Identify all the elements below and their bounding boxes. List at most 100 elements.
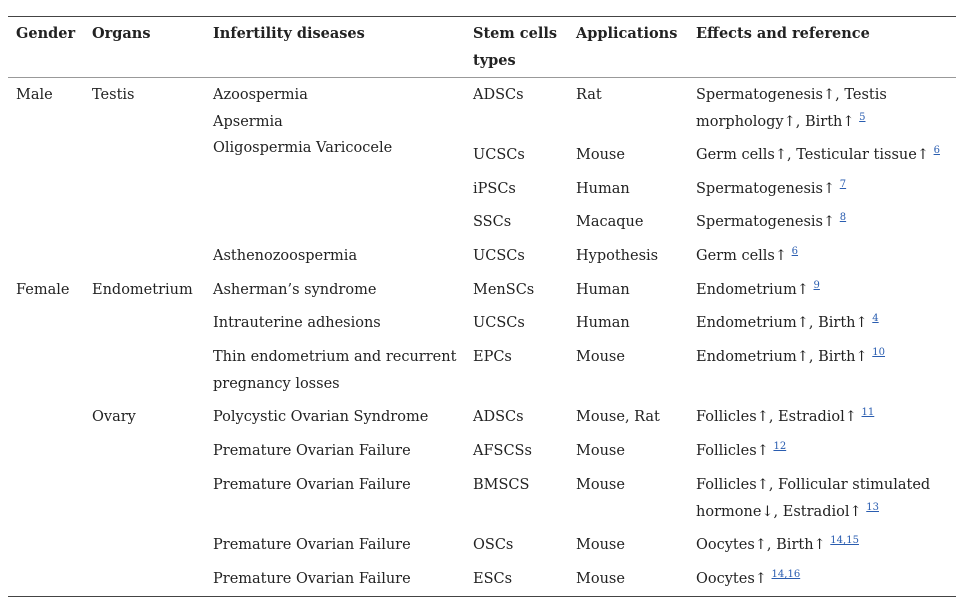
effect-cell: Oocytes↑ 14,16 xyxy=(696,566,952,593)
reference: 13 xyxy=(866,502,879,513)
effect-cell: Follicles↑, Estradiol↑ 11 xyxy=(696,404,952,431)
effect-text: Follicles↑, Estradiol↑ xyxy=(696,409,857,425)
effect-text: Oocytes↑ xyxy=(696,571,767,587)
table-cell: ADSCs xyxy=(473,409,524,425)
effect-text: Oocytes↑, Birth↑ xyxy=(696,537,826,553)
table-cell: Endometrium xyxy=(92,282,193,298)
table-cell: Mouse xyxy=(576,571,625,587)
table-cell: UCSCs xyxy=(473,315,525,331)
header-cell: Infertility diseases xyxy=(213,25,365,42)
effect-cell: Follicles↑, Follicular stimulated hormon… xyxy=(696,472,952,525)
effect-cell: Germ cells↑ 6 xyxy=(696,243,952,270)
effect-cell: Endometrium↑ 9 xyxy=(696,277,952,304)
effect-cell: Endometrium↑, Birth↑ 10 xyxy=(696,344,952,371)
reference-link[interactable]: 11 xyxy=(861,407,875,418)
table-cell: Hypothesis xyxy=(576,248,659,264)
reference: 7 xyxy=(840,179,846,190)
effect-cell: Spermatogenesis↑ 7 xyxy=(696,176,952,203)
table-cell: iPSCs xyxy=(473,181,516,197)
effect-cell: Follicles↑ 12 xyxy=(696,438,952,465)
header-rule xyxy=(8,77,956,78)
reference-link[interactable]: 14,16 xyxy=(771,569,801,580)
table-cell: Mouse xyxy=(576,537,625,553)
table-cell: Mouse xyxy=(576,147,625,163)
table-cell: Premature Ovarian Failure xyxy=(213,571,411,587)
reference-link[interactable]: 6 xyxy=(933,145,940,156)
reference-link[interactable]: 8 xyxy=(839,212,847,223)
effect-cell: Oocytes↑, Birth↑ 14,15 xyxy=(696,532,952,559)
effect-cell: Germ cells↑, Testicular tissue↑ 6 xyxy=(696,142,952,169)
effect-text: Germ cells↑, Testicular tissue↑ xyxy=(696,147,929,163)
table-cell: MenSCs xyxy=(473,282,535,298)
header-cell: Gender xyxy=(16,25,76,42)
table-cell: Rat xyxy=(576,87,602,103)
table-cell: Mouse xyxy=(576,443,625,459)
table-cell: Female xyxy=(16,282,70,298)
effect-cell: Spermatogenesis↑, Testis morphology↑, Bi… xyxy=(696,82,952,135)
effect-text: Spermatogenesis↑, Testis morphology↑, Bi… xyxy=(696,87,887,130)
table-cell: UCSCs xyxy=(473,147,525,163)
effect-text: Spermatogenesis↑ xyxy=(696,214,836,230)
effect-text: Endometrium↑ xyxy=(696,282,809,298)
table-cell: Human xyxy=(576,181,630,197)
table-cell: Mouse, Rat xyxy=(576,409,660,425)
reference: 10 xyxy=(872,347,885,358)
reference: 4 xyxy=(872,313,878,324)
table-cell: Asthenozoospermia xyxy=(213,248,358,264)
table-cell: Male xyxy=(16,87,53,103)
table-cell: Intrauterine adhesions xyxy=(213,315,381,331)
effect-text: Spermatogenesis↑ xyxy=(696,181,836,197)
effect-cell: Endometrium↑, Birth↑ 4 xyxy=(696,310,952,337)
table-cell: AFSCSs xyxy=(473,443,532,459)
table-cell: Ovary xyxy=(92,409,136,425)
table-cell: Premature Ovarian Failure xyxy=(213,477,411,493)
reference-link[interactable]: 7 xyxy=(839,179,847,190)
reference: 9 xyxy=(814,280,820,291)
reference-link[interactable]: 12 xyxy=(773,441,787,452)
effect-text: Follicles↑ xyxy=(696,443,769,459)
header-cell: Effects and reference xyxy=(696,25,870,42)
effect-cell: Spermatogenesis↑ 8 xyxy=(696,209,952,236)
table-cell: Mouse xyxy=(576,349,625,365)
reference: 14,15 xyxy=(830,535,859,546)
reference-link[interactable]: 10 xyxy=(872,347,886,358)
header-cell: Applications xyxy=(576,25,678,42)
reference: 6 xyxy=(934,145,940,156)
table-cell: Macaque xyxy=(576,214,644,230)
table-cell: Azoospermia Apsermia Oligospermia Varico… xyxy=(213,87,393,156)
reference-link[interactable]: 5 xyxy=(859,111,866,123)
table-cell: Premature Ovarian Failure xyxy=(213,537,411,553)
table-cell: Polycystic Ovarian Syndrome xyxy=(213,409,429,425)
reference: 8 xyxy=(840,212,846,223)
table-cell: Human xyxy=(576,315,630,331)
effect-text: Endometrium↑, Birth↑ xyxy=(696,349,868,365)
reference-link[interactable]: 14,15 xyxy=(830,535,859,546)
header-cell: Organs xyxy=(92,25,151,42)
reference-link[interactable]: 6 xyxy=(791,246,799,257)
reference-link[interactable]: 4 xyxy=(872,313,879,324)
reference: 14,16 xyxy=(772,569,801,580)
reference: 6 xyxy=(792,246,798,257)
effect-text: Endometrium↑, Birth↑ xyxy=(696,315,868,331)
table-cell: Mouse xyxy=(576,477,625,493)
effect-text: Germ cells↑ xyxy=(696,248,788,264)
table-cell: ESCs xyxy=(473,571,513,587)
reference: 12 xyxy=(773,441,786,452)
table-cell: SSCs xyxy=(473,214,512,230)
table-cell: Human xyxy=(576,282,630,298)
table-cell: Premature Ovarian Failure xyxy=(213,443,411,459)
top-rule xyxy=(8,16,956,17)
table-cell: UCSCs xyxy=(473,248,525,264)
table-cell: EPCs xyxy=(473,349,512,365)
table-cell: ADSCs xyxy=(473,87,524,103)
table-cell: Thin endometrium and recurrent pregnancy… xyxy=(213,349,457,392)
reference-link[interactable]: 9 xyxy=(813,280,820,291)
header-cell: Stem cells types xyxy=(473,25,558,69)
reference: 11 xyxy=(862,407,875,418)
table-cell: Testis xyxy=(92,87,135,103)
table-cell: Asherman’s syndrome xyxy=(213,282,377,298)
table-cell: OSCs xyxy=(473,537,514,553)
reference: 5 xyxy=(859,112,865,123)
reference-link[interactable]: 13 xyxy=(866,501,879,513)
